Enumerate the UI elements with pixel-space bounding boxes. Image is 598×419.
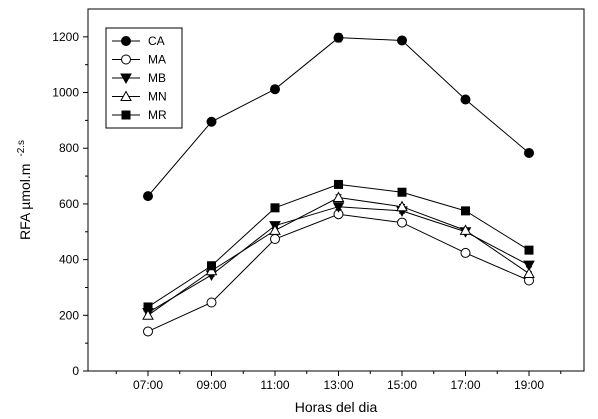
data-point-CA-17:00 bbox=[460, 94, 471, 105]
y-axis-title-superscript: -2.s bbox=[16, 140, 27, 157]
data-point-MA-17:00 bbox=[460, 247, 471, 258]
legend-label-MR: MR bbox=[148, 108, 167, 122]
x-tick-label-17:00: 17:00 bbox=[450, 378, 480, 392]
data-point-MR-07:00 bbox=[143, 302, 153, 312]
x-tick-label-09:00: 09:00 bbox=[196, 378, 226, 392]
legend-marker-MR bbox=[121, 110, 131, 120]
x-axis-title: Horas del dia bbox=[295, 399, 378, 415]
legend-layer: CA MA MB MN MR bbox=[105, 27, 183, 129]
data-point-MB-19:00 bbox=[523, 260, 535, 272]
series-line-MB bbox=[147, 206, 530, 313]
series-MA bbox=[143, 209, 534, 337]
y-tick-label-1000: 1000 bbox=[52, 86, 79, 100]
x-tick-label-07:00: 07:00 bbox=[133, 378, 163, 392]
data-point-MR-13:00 bbox=[334, 179, 343, 189]
data-point-MA-15:00 bbox=[397, 217, 407, 228]
data-point-MR-15:00 bbox=[397, 187, 407, 197]
y-tick-label-0: 0 bbox=[72, 364, 79, 378]
legend-label-MN: MN bbox=[148, 90, 167, 104]
data-point-MB-13:00 bbox=[332, 202, 345, 213]
data-point-MN-15:00 bbox=[396, 200, 408, 212]
legend-entry-MR: MR bbox=[112, 108, 167, 122]
data-point-MN-19:00 bbox=[523, 267, 535, 279]
legend-marker-MB bbox=[120, 73, 132, 85]
legend-entry-CA: CA bbox=[112, 34, 165, 48]
legend-marker-MA bbox=[121, 54, 131, 65]
series-layer bbox=[142, 32, 535, 337]
y-tick-label-800: 800 bbox=[59, 141, 79, 155]
data-point-MN-17:00 bbox=[459, 224, 472, 235]
data-point-MN-11:00 bbox=[269, 224, 281, 235]
data-point-MA-09:00 bbox=[206, 297, 217, 308]
series-MB bbox=[142, 202, 535, 319]
y-tick-label-400: 400 bbox=[59, 253, 79, 267]
data-point-CA-11:00 bbox=[270, 84, 280, 95]
series-MN bbox=[142, 191, 535, 320]
series-line-MA bbox=[147, 213, 530, 332]
legend-entry-MA: MA bbox=[112, 53, 166, 67]
data-point-MA-07:00 bbox=[143, 326, 153, 337]
series-CA bbox=[143, 32, 534, 202]
axes-layer: 0 200 400 600 800 1000 1200 07:00 09:00 11:00 13:0… bbox=[52, 8, 585, 392]
data-point-MN-09:00 bbox=[205, 264, 218, 276]
series-MR bbox=[143, 179, 534, 312]
data-point-MN-07:00 bbox=[142, 309, 154, 320]
data-point-MR-19:00 bbox=[524, 245, 534, 255]
y-tick-label-1200: 1200 bbox=[52, 30, 79, 44]
legend-label-CA: CA bbox=[148, 34, 165, 48]
data-point-MR-09:00 bbox=[207, 261, 216, 271]
data-point-CA-09:00 bbox=[206, 116, 217, 127]
y-axis-title: RFA µmol.m -2.s bbox=[16, 140, 33, 240]
legend-marker-MN bbox=[120, 90, 132, 101]
y-tick-label-200: 200 bbox=[59, 308, 79, 322]
legend-marker-CA bbox=[121, 36, 131, 46]
legend-entry-MN: MN bbox=[112, 90, 167, 104]
legend-entry-MB: MB bbox=[112, 71, 166, 85]
series-line-CA bbox=[147, 37, 530, 197]
data-point-MN-13:00 bbox=[332, 191, 345, 203]
x-tick-label-13:00: 13:00 bbox=[323, 378, 353, 392]
x-tick-label-15:00: 15:00 bbox=[387, 378, 417, 392]
y-axis-title-main: RFA µmol.m bbox=[17, 164, 33, 241]
plot-frame bbox=[87, 8, 585, 372]
data-point-CA-07:00 bbox=[143, 191, 153, 202]
x-tick-label-11:00: 11:00 bbox=[260, 378, 289, 392]
data-point-CA-13:00 bbox=[333, 32, 344, 43]
x-tick-label-19:00: 19:00 bbox=[514, 378, 544, 392]
data-point-MR-11:00 bbox=[270, 203, 280, 213]
legend-label-MB: MB bbox=[148, 71, 166, 85]
data-point-CA-15:00 bbox=[397, 35, 407, 46]
legend-label-MA: MA bbox=[148, 53, 166, 67]
data-point-MR-17:00 bbox=[461, 206, 470, 216]
data-point-CA-19:00 bbox=[524, 147, 534, 158]
data-point-MA-11:00 bbox=[270, 234, 280, 245]
y-tick-label-600: 600 bbox=[59, 197, 79, 211]
